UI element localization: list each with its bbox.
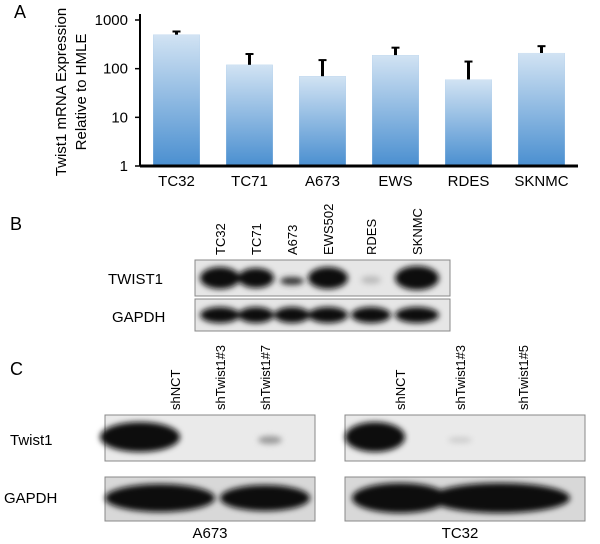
lane-label: shTwist1#7: [258, 345, 273, 410]
lane-label: EWS502: [321, 204, 336, 255]
x-tick-label: TC32: [158, 173, 195, 190]
lane-label: RDES: [364, 219, 379, 255]
x-tick-label: SKNMC: [514, 173, 568, 190]
lane-label: TC32: [213, 223, 228, 255]
y-tick-label: 1000: [95, 12, 128, 29]
bar-highlight: [518, 52, 565, 166]
bands: [100, 422, 570, 513]
y-tick-label: 10: [111, 109, 128, 126]
lane-label: shTwist1#3: [453, 345, 468, 410]
bands: [200, 266, 439, 323]
y-tick-label: 100: [103, 61, 128, 78]
lane-label: shNCT: [168, 369, 183, 410]
lane-label: TC71: [249, 223, 264, 255]
row-label: GAPDH: [112, 309, 165, 326]
blot-caption: A673: [192, 525, 227, 542]
bar-highlight: [372, 55, 419, 166]
y-tick-label: 1: [120, 158, 128, 175]
panel-label: C: [10, 359, 23, 379]
y-axis-label: Twist1 mRNA Expression: [53, 8, 70, 176]
x-tick-label: EWS: [378, 173, 412, 190]
bar-highlight: [153, 34, 200, 166]
lane-label: shTwist1#5: [516, 345, 531, 410]
row-label: TWIST1: [108, 271, 163, 288]
panel-label: B: [10, 214, 22, 234]
bar-highlight: [299, 76, 346, 166]
panel-label: A: [14, 2, 26, 22]
lane-label: SKNMC: [410, 208, 425, 255]
y-axis-label: Relative to HMLE: [73, 34, 90, 151]
lane-label: shTwist1#3: [213, 345, 228, 410]
bar-highlight: [226, 64, 273, 166]
x-tick-label: A673: [305, 173, 340, 190]
blot-caption: TC32: [442, 525, 479, 542]
lane-label: shNCT: [393, 369, 408, 410]
row-label: Twist1: [10, 432, 53, 449]
row-label: GAPDH: [4, 490, 57, 507]
x-tick-label: TC71: [231, 173, 268, 190]
bar-highlight: [445, 79, 492, 166]
x-tick-label: RDES: [448, 173, 490, 190]
lane-label: A673: [285, 225, 300, 255]
